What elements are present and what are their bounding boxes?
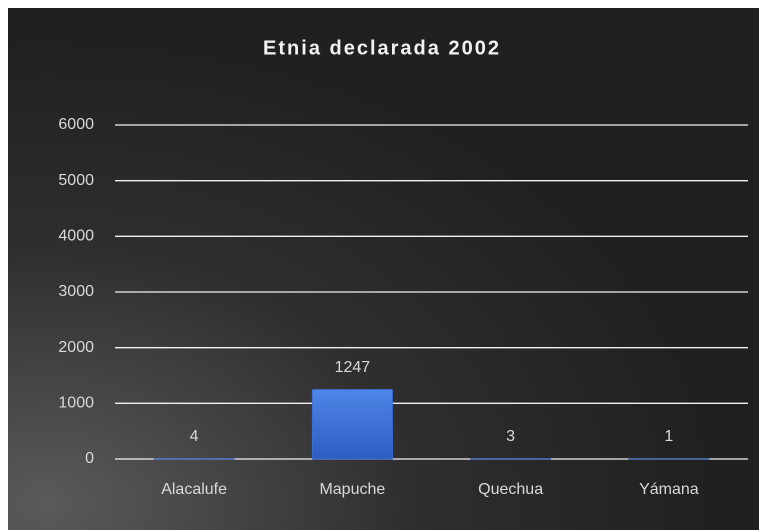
y-tick-label: 2000 bbox=[58, 339, 94, 356]
y-tick-label: 4000 bbox=[58, 228, 94, 245]
x-tick-label: Yámana bbox=[639, 481, 699, 498]
x-tick-label: Mapuche bbox=[319, 481, 385, 498]
y-tick-label: 5000 bbox=[58, 172, 94, 189]
data-label: 1247 bbox=[335, 359, 371, 376]
x-tick-label: Alacalufe bbox=[161, 481, 227, 498]
y-tick-label: 0 bbox=[85, 450, 94, 467]
y-tick-label: 3000 bbox=[58, 283, 94, 300]
chart-title: Etnia declarada 2002 bbox=[263, 37, 501, 59]
data-label: 1 bbox=[664, 428, 673, 445]
x-tick-label: Quechua bbox=[478, 481, 543, 498]
data-label: 3 bbox=[506, 428, 515, 445]
y-tick-label: 1000 bbox=[58, 395, 94, 412]
y-tick-label: 6000 bbox=[58, 116, 94, 133]
data-label: 4 bbox=[190, 428, 199, 445]
bar bbox=[311, 389, 393, 460]
